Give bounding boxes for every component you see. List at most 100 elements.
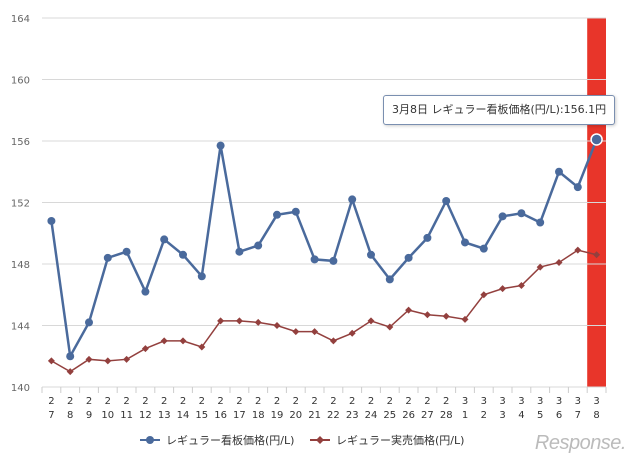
y-tick-label: 148 [11,260,30,271]
data-point [405,306,413,314]
x-tick-label: 2 15 [195,396,208,421]
data-point [103,253,112,262]
data-point [197,272,206,281]
data-point [536,263,544,271]
data-point [141,287,150,296]
data-point [348,195,357,204]
tooltip: 3月8日 レギュラー看板価格(円/L):156.1円 [383,95,616,125]
data-point [590,133,603,146]
y-tick-label: 156 [11,137,30,148]
data-point [47,357,55,365]
x-tick-label: 2 19 [271,396,284,421]
x-tick-label: 2 24 [365,396,378,421]
data-point [217,317,225,325]
legend-label: レギュラー看板価格(円/L) [166,433,294,447]
data-point [47,216,56,225]
y-tick-label: 144 [11,322,30,333]
series-line [51,249,597,373]
data-point [235,317,243,325]
data-point [499,285,507,293]
data-point [442,312,450,320]
data-point [423,311,431,319]
legend-marker [316,436,324,444]
data-point [198,343,206,351]
y-tick-label: 164 [11,14,30,25]
x-tick-label: 2 25 [383,396,396,421]
data-point [442,196,451,205]
data-point [498,212,507,221]
y-tick-label: 140 [11,383,30,394]
data-point [310,255,319,264]
data-point [479,244,488,253]
data-point [574,246,582,254]
data-point [85,355,93,363]
data-point [122,247,131,256]
data-point [555,258,563,266]
x-tick-label: 2 12 [139,396,152,421]
x-tick-label: 2 23 [346,396,359,421]
data-point [386,323,394,331]
data-point [104,357,112,365]
data-point [555,167,563,176]
x-tick-label: 2 17 [233,396,246,421]
data-point [179,337,187,345]
data-point [593,251,601,259]
response-logo: Response. [534,432,627,454]
x-tick-label: 2 10 [101,396,114,421]
data-point [179,250,187,259]
x-tick-label: 2 14 [177,396,190,421]
data-point [235,247,244,256]
data-point [329,256,338,265]
data-point [385,275,394,284]
x-tick-label: 2 20 [289,396,302,421]
x-tick-label: 2 22 [327,396,340,421]
y-tick-label: 160 [11,76,30,87]
y-tick-label: 152 [11,199,30,210]
data-point [216,141,225,150]
data-point [573,183,582,192]
data-point [254,318,262,326]
x-tick-label: 2 18 [252,396,265,421]
data-point [292,328,300,336]
series-line [50,139,598,361]
data-point [273,210,281,219]
data-point [517,209,526,218]
x-tick-label: 2 26 [402,396,415,421]
x-tick-label: 2 28 [440,396,453,421]
data-point [461,238,469,247]
data-point [367,317,375,325]
data-point [517,282,525,290]
data-point [141,345,149,353]
data-point [66,368,74,376]
data-point [348,329,356,337]
data-point [160,337,168,345]
data-point [123,355,131,363]
data-point [273,322,281,329]
data-point [291,207,300,216]
x-tick-label: 2 21 [308,396,321,421]
legend-label: レギュラー実売価格(円/L) [336,433,464,447]
data-point [461,315,469,323]
data-point [423,233,432,242]
x-tick-label: 2 13 [158,396,171,421]
data-point [480,291,488,299]
data-point [160,235,169,244]
data-point [311,328,319,336]
data-point [66,352,75,361]
data-point [329,337,337,345]
data-point [404,253,413,262]
data-point [254,241,263,250]
